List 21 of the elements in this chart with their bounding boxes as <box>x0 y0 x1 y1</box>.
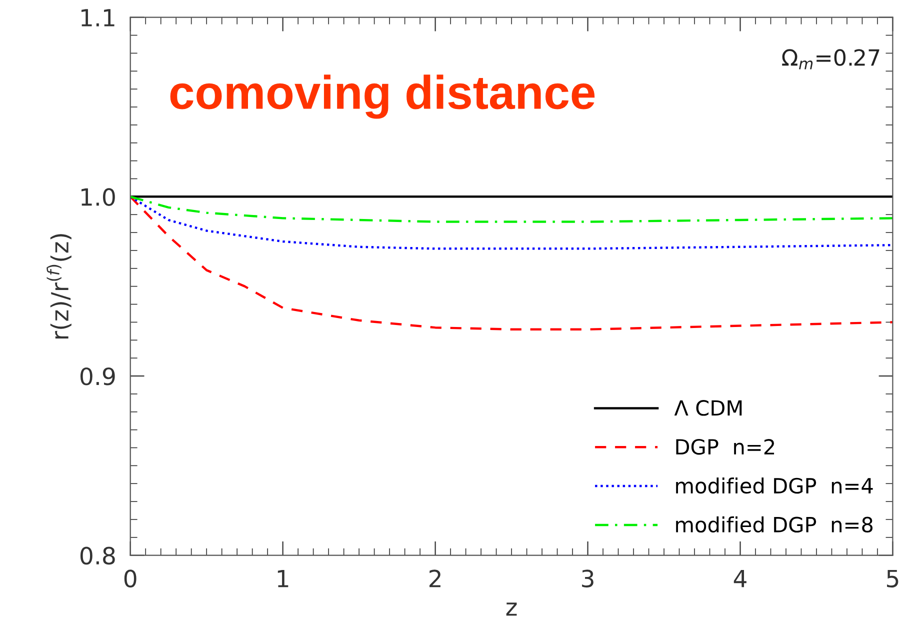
annotation: Ω$_{m}$=0.27 <box>782 49 880 70</box>
y-axis-title: r(z)/r$^{(f)}$(z) <box>46 234 72 338</box>
line-series <box>130 196 893 223</box>
legend-label: modified DGP n=8 <box>676 516 873 533</box>
legend-label: DGP n=2 <box>676 438 774 455</box>
x-tick-label: 5 <box>887 570 898 588</box>
text: comoving distance <box>170 74 595 119</box>
x-tick-label: 3 <box>582 570 594 588</box>
x-tick-label: 0 <box>124 570 136 588</box>
y-tick-label: 1.1 <box>82 9 114 26</box>
x-tick-label: 1 <box>278 570 288 588</box>
x-tick-label: 2 <box>430 570 440 588</box>
y-tick-label: 0.8 <box>80 546 115 565</box>
line-series <box>130 196 893 250</box>
line-series <box>130 196 893 330</box>
legend-label: modified DGP n=4 <box>676 478 873 494</box>
y-tick-label: 1.0 <box>82 188 115 206</box>
x-axis-title: z <box>506 602 517 616</box>
y-tick-label: 0.9 <box>80 367 115 386</box>
x-tick-label: 4 <box>734 570 746 588</box>
legend-label: Λ CDM <box>674 400 742 416</box>
